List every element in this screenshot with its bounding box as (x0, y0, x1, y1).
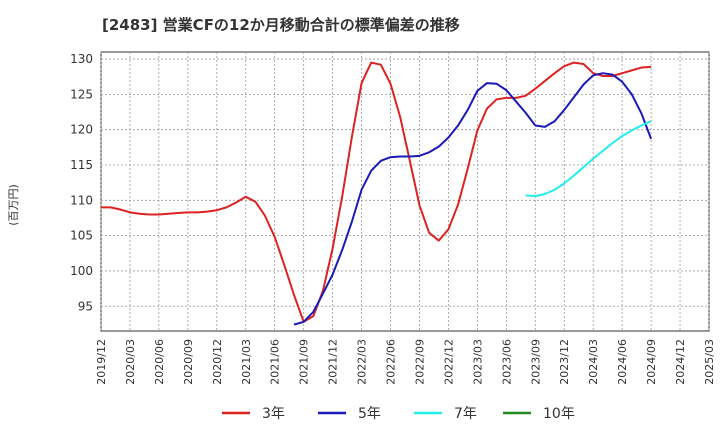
x-tick-label: 2025/03 (703, 339, 716, 385)
y-axis: 95 100 105 110 115 120 125 130 (70, 52, 93, 313)
x-tick-label: 2022/06 (385, 339, 398, 385)
y-tick-label: 105 (70, 229, 93, 243)
series-lines (101, 61, 653, 326)
x-tick-label: 2023/06 (500, 339, 513, 385)
series-line-7年 (525, 120, 652, 198)
y-axis-label: (百万円) (7, 184, 20, 226)
series-line-3年 (101, 61, 652, 323)
grid-lines (100, 52, 710, 331)
x-tick-label: 2024/06 (616, 339, 629, 385)
y-tick-label: 110 (70, 193, 93, 207)
plot-area (100, 51, 710, 332)
x-tick-label: 2020/09 (182, 339, 195, 385)
y-tick-label: 125 (70, 87, 93, 101)
x-tick-label: 2021/06 (269, 339, 282, 385)
legend-label: 5年 (358, 406, 381, 422)
x-tick-label: 2020/03 (124, 339, 137, 385)
chart-title: [2483] 営業CFの12か月移動合計の標準偏差の推移 (102, 16, 460, 34)
x-tick-label: 2023/09 (529, 339, 542, 385)
x-tick-label: 2022/12 (442, 339, 455, 385)
x-tick-label: 2021/12 (327, 339, 340, 385)
series-line-5年 (293, 72, 653, 326)
x-tick-label: 2024/09 (645, 339, 658, 385)
x-tick-label: 2024/12 (674, 339, 687, 385)
legend-label: 3年 (262, 406, 285, 422)
x-tick-label: 2023/12 (558, 339, 571, 385)
y-tick-label: 130 (70, 52, 93, 66)
legend: 3年 5年 7年 10年 (222, 406, 575, 422)
x-tick-label: 2024/03 (587, 339, 600, 385)
y-tick-label: 115 (70, 158, 93, 172)
x-tick-label: 2019/12 (95, 339, 108, 385)
legend-label: 7年 (454, 406, 477, 422)
y-tick-label: 95 (78, 299, 93, 313)
legend-label: 10年 (543, 406, 575, 422)
x-axis: 2019/12 2020/03 2020/06 2020/09 2020/12 2021/… (95, 339, 716, 385)
x-tick-label: 2021/03 (240, 339, 253, 385)
x-tick-label: 2022/09 (413, 339, 426, 385)
x-tick-label: 2021/09 (298, 339, 311, 385)
x-tick-label: 2022/03 (356, 339, 369, 385)
y-tick-label: 120 (70, 123, 93, 137)
y-tick-label: 100 (70, 264, 93, 278)
x-tick-label: 2020/06 (153, 339, 166, 385)
x-tick-label: 2023/03 (471, 339, 484, 385)
x-tick-label: 2020/12 (211, 339, 224, 385)
